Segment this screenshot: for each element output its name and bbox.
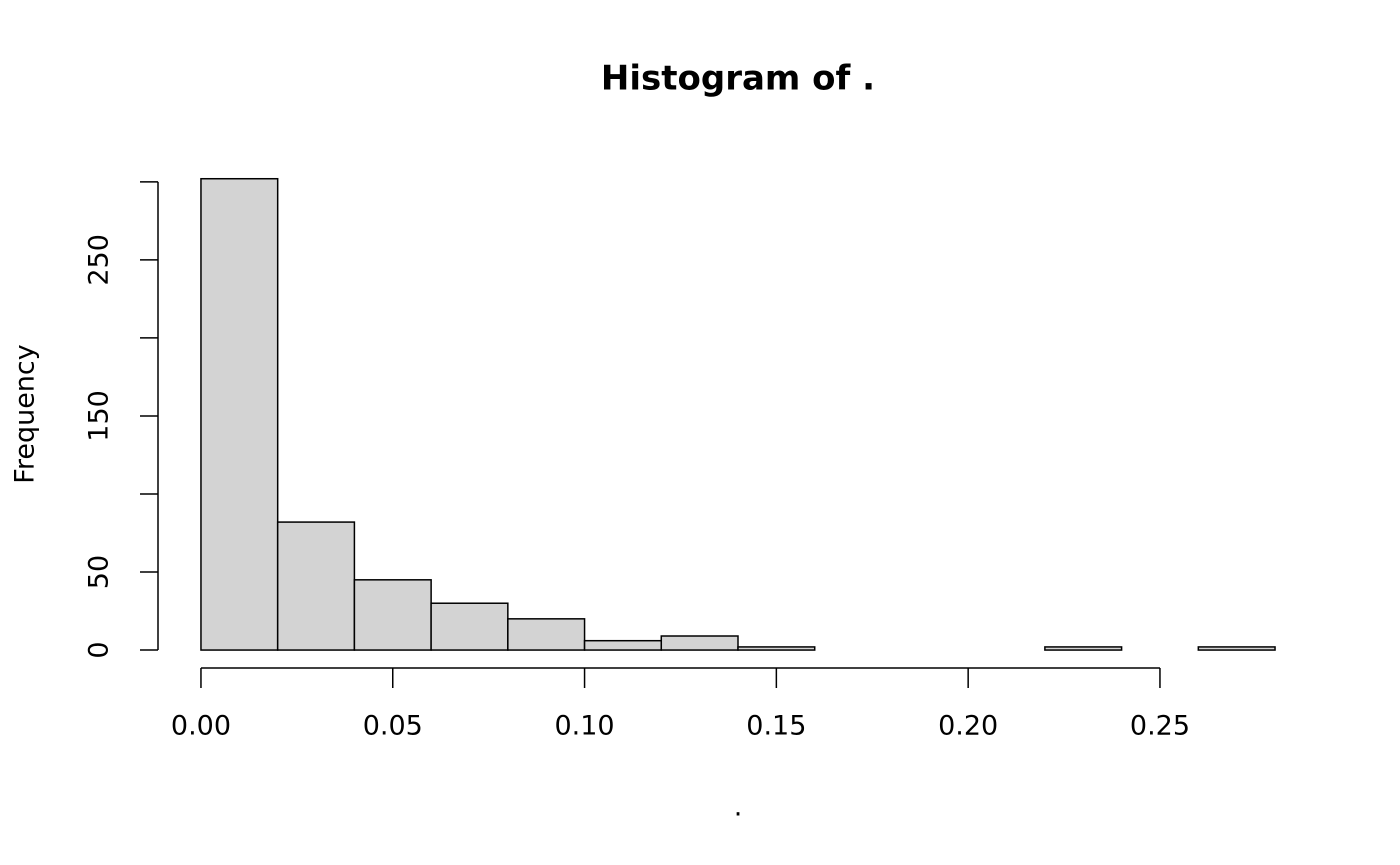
bar [1197,646,1276,651]
y-tick-label: 50 [84,555,115,589]
bar [200,177,279,651]
x-tick-label: 0.25 [1130,711,1190,742]
bar [737,646,816,651]
y-axis-label: Frequency [10,344,41,484]
x-axis-label: . [734,792,743,823]
x-tick-label: 0.10 [554,711,614,742]
chart-title: Histogram of . [601,59,875,99]
x-tick-label: 0.20 [938,711,998,742]
y-tick-label: 0 [84,641,115,658]
bar [276,521,356,651]
y-tick-label: 250 [84,234,115,286]
x-tick-label: 0.15 [746,711,806,742]
y-tick-label: 150 [84,390,115,442]
bar [1044,646,1123,651]
bar [353,579,432,651]
x-tick-label: 0.00 [171,711,231,742]
bar [430,602,509,651]
x-tick-label: 0.05 [363,711,423,742]
bar [583,639,663,651]
bar [660,635,739,651]
bar [507,618,586,651]
